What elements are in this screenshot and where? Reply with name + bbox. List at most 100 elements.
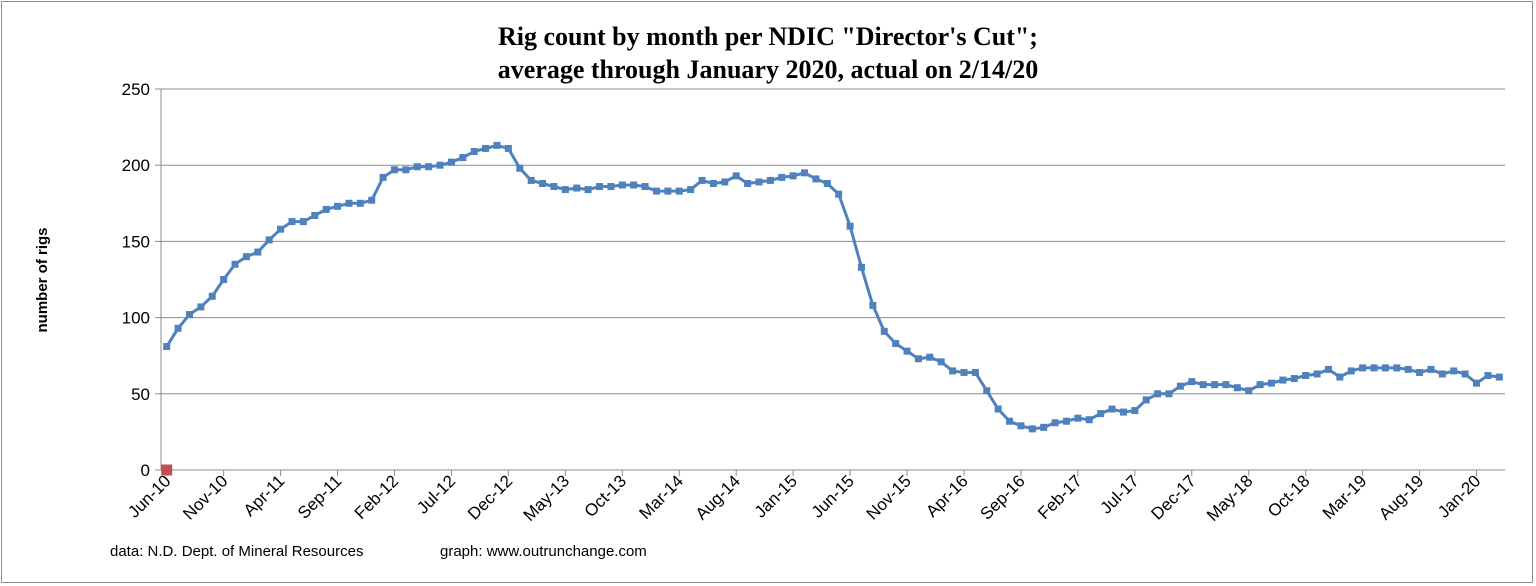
data-point [1233, 384, 1241, 392]
data-point [1017, 422, 1025, 430]
data-point [618, 181, 626, 189]
x-tick-label: Jul-12 [413, 471, 459, 517]
x-tick-label: Sep-16 [977, 471, 1029, 523]
data-point [1461, 370, 1469, 378]
data-point [379, 173, 387, 181]
x-tick-label: Apr-11 [240, 471, 289, 520]
data-point [971, 368, 979, 376]
x-tick-label: Dec-17 [1147, 471, 1199, 523]
data-point [1450, 367, 1458, 375]
axes [155, 88, 1505, 476]
x-tick-label: Nov-15 [863, 471, 915, 523]
y-axis-label: number of rigs [34, 227, 51, 332]
data-point [573, 184, 581, 192]
data-point [755, 178, 763, 186]
data-point [801, 169, 809, 177]
data-point [345, 199, 353, 207]
data-point [1040, 423, 1048, 431]
data-point [356, 199, 364, 207]
data-point [721, 178, 729, 186]
y-tick-label: 100 [122, 309, 150, 328]
data-point [368, 196, 376, 204]
data-point [1416, 368, 1424, 376]
x-tick-label: Jun-15 [808, 471, 858, 521]
data-point [1199, 381, 1207, 389]
data-point [265, 236, 273, 244]
data-point [493, 141, 501, 149]
y-tick-label: 50 [131, 385, 150, 404]
data-point [322, 205, 330, 213]
data-point [903, 347, 911, 355]
data-point [1108, 405, 1116, 413]
data-point [231, 260, 239, 268]
data-point [1347, 367, 1355, 375]
data-point [1302, 372, 1310, 380]
data-point [664, 187, 672, 195]
data-point [596, 183, 604, 191]
data-point [1313, 370, 1321, 378]
data-point [949, 367, 957, 375]
series-line-rigs [165, 143, 1500, 431]
data-point [892, 340, 900, 348]
data-point [744, 179, 752, 187]
data-point [242, 253, 250, 261]
x-tick-label: Apr-16 [922, 471, 972, 521]
data-point [527, 176, 535, 184]
data-point [914, 355, 922, 363]
data-point [539, 179, 547, 187]
data-point [778, 173, 786, 181]
data-point [630, 181, 638, 189]
data-point [220, 276, 228, 283]
data-point [584, 186, 592, 194]
series-layer [161, 141, 1503, 476]
data-point [1188, 378, 1196, 386]
data-point [299, 218, 307, 226]
data-point [470, 147, 478, 155]
x-tick-label: Sep-11 [294, 471, 345, 522]
data-point [869, 301, 877, 309]
data-point [1495, 373, 1503, 381]
data-point [516, 164, 524, 172]
x-tick-label: Oct-13 [581, 471, 631, 521]
data-point [1473, 379, 1481, 387]
data-point [413, 163, 421, 171]
data-point [732, 172, 740, 180]
data-point [174, 324, 182, 332]
data-point [1290, 375, 1298, 383]
data-point [1119, 408, 1127, 416]
x-tick-label: May-18 [1203, 471, 1257, 525]
data-point [1438, 370, 1446, 378]
chart-subtitle: average through January 2020, actual on … [498, 55, 1038, 84]
data-point [254, 248, 262, 256]
data-point [185, 311, 193, 319]
data-point [960, 368, 968, 376]
data-point [675, 187, 683, 195]
data-point [823, 179, 831, 187]
data-point [1165, 390, 1173, 398]
data-point [402, 166, 410, 174]
data-point [504, 144, 512, 152]
data-point [789, 172, 797, 180]
data-point [857, 263, 865, 271]
x-tick-label: Dec-12 [464, 471, 516, 523]
data-point [1393, 364, 1401, 372]
data-point [1279, 376, 1287, 384]
x-tick-label: Aug-14 [692, 471, 744, 523]
data-point [1131, 407, 1139, 415]
data-point [709, 179, 717, 187]
data-point [1097, 410, 1105, 418]
data-point [1211, 381, 1219, 389]
data-point [607, 183, 615, 191]
data-point [1427, 365, 1435, 373]
data-point [1222, 381, 1230, 389]
data-point [1245, 387, 1253, 395]
data-point [390, 166, 398, 174]
data-point [197, 303, 205, 311]
data-point [1336, 373, 1344, 381]
x-tick-label: Mar-19 [1319, 471, 1371, 523]
y-tick-label: 200 [122, 156, 150, 175]
data-point [1154, 390, 1162, 398]
data-point [937, 358, 945, 366]
